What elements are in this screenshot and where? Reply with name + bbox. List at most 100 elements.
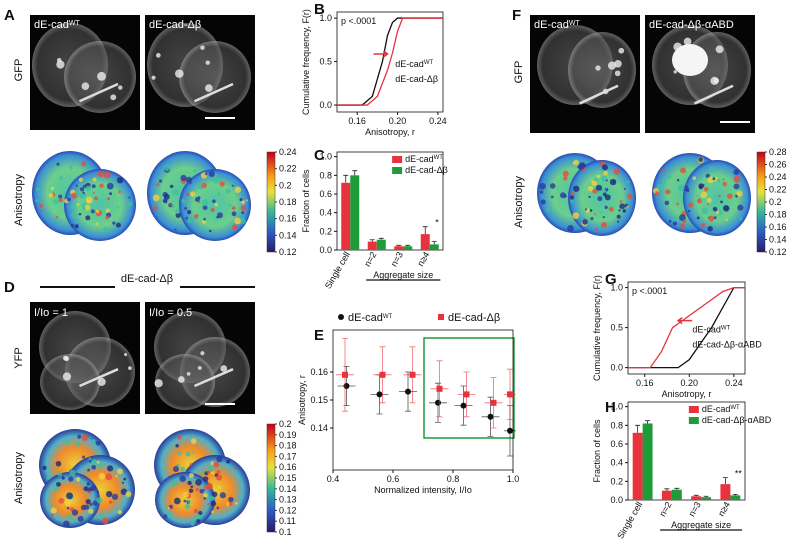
- texture: [540, 199, 546, 205]
- legend-label: dE-cad-Δβ: [448, 312, 500, 324]
- junction: [194, 368, 234, 388]
- point: [507, 427, 513, 434]
- annotation: p <.0001: [632, 286, 667, 296]
- texture: [109, 192, 113, 196]
- y-tick-label: 0.8: [319, 170, 332, 180]
- error-bar: [732, 494, 738, 496]
- plot-frame: [332, 329, 514, 471]
- micrograph: [30, 302, 140, 414]
- y-tick-label: 0.16: [310, 367, 328, 377]
- texture: [592, 188, 598, 194]
- texture: [56, 481, 61, 487]
- texture: [53, 485, 60, 492]
- error-bar: [352, 170, 358, 176]
- texture: [202, 220, 206, 224]
- texture: [614, 70, 621, 77]
- texture: [727, 193, 733, 199]
- texture: [733, 183, 740, 190]
- texture: [601, 175, 608, 182]
- texture: [597, 196, 603, 202]
- texture: [702, 183, 705, 187]
- error-bar: [645, 420, 651, 424]
- texture: [58, 194, 63, 199]
- error-bar: [703, 495, 709, 498]
- texture: [175, 69, 184, 78]
- x-tick-label: 0.4: [327, 474, 340, 484]
- texture: [168, 507, 171, 510]
- row-label: GFP: [13, 59, 25, 82]
- x-axis-label: Normalized intensity, I/Io: [374, 485, 472, 495]
- texture: [175, 209, 180, 214]
- bar: [429, 244, 439, 250]
- bar: [367, 241, 377, 250]
- texture: [225, 188, 231, 194]
- cell: [40, 354, 100, 410]
- x-tick-label: 0.24: [429, 116, 447, 126]
- colorbar-label: 0.24: [279, 147, 297, 157]
- colorbar-label: 0.2: [769, 197, 782, 207]
- texture: [55, 460, 62, 467]
- texture: [70, 223, 75, 228]
- row-label: Anisotropy: [513, 176, 525, 228]
- texture: [589, 209, 593, 212]
- point: [507, 391, 513, 398]
- panel-label: D: [4, 279, 15, 296]
- bar: [642, 423, 653, 500]
- texture: [712, 177, 716, 181]
- cell: [179, 41, 251, 113]
- texture: [220, 365, 228, 372]
- y-tick-label: 0.0: [610, 363, 623, 373]
- legend-name: dE-cad-Δβ: [405, 165, 448, 175]
- texture: [80, 504, 87, 511]
- texture: [676, 179, 680, 182]
- texture: [59, 175, 63, 180]
- cdf-line: [337, 17, 443, 106]
- y-axis-label: Cumulative frequency, F(r): [592, 275, 602, 381]
- y-tick-label: 1.0: [610, 283, 623, 293]
- texture: [63, 520, 70, 528]
- texture: [626, 180, 630, 184]
- texture: [88, 508, 94, 514]
- column-title: dE-cadWT: [34, 19, 80, 31]
- texture: [173, 497, 181, 505]
- legend-label: dE-cad-Δβ-αABD: [692, 340, 762, 350]
- texture: [700, 223, 706, 228]
- texture: [96, 209, 100, 213]
- colorbar: [266, 423, 276, 533]
- column-title-sup: WT: [569, 20, 581, 27]
- texture: [121, 481, 125, 484]
- error-bar: [343, 174, 349, 183]
- texture: [77, 515, 84, 522]
- texture: [622, 209, 627, 213]
- texture: [590, 217, 594, 221]
- texture: [696, 198, 702, 204]
- texture: [92, 192, 95, 195]
- legend-label: dE-cad-Δβ-αABD: [702, 415, 772, 425]
- texture: [234, 186, 242, 193]
- texture: [184, 503, 191, 510]
- x-axis-label: Aggregate size: [671, 520, 731, 530]
- texture: [46, 477, 50, 481]
- texture: [58, 497, 65, 504]
- texture: [118, 85, 123, 90]
- texture: [596, 174, 601, 179]
- texture: [661, 180, 666, 185]
- texture: [81, 161, 86, 167]
- texture: [190, 438, 197, 444]
- texture: [616, 214, 621, 219]
- texture: [172, 189, 179, 196]
- panel-label: C: [314, 147, 325, 164]
- texture: [151, 75, 156, 80]
- shift-arrow: [676, 317, 693, 325]
- texture: [35, 199, 39, 203]
- texture: [152, 194, 160, 202]
- texture: [201, 469, 206, 473]
- bright-spot: [672, 44, 708, 76]
- texture: [216, 474, 223, 481]
- texture: [189, 182, 192, 185]
- point: [405, 388, 411, 395]
- texture: [124, 353, 128, 357]
- texture: [62, 372, 72, 381]
- bar: [701, 497, 712, 500]
- texture: [71, 192, 78, 199]
